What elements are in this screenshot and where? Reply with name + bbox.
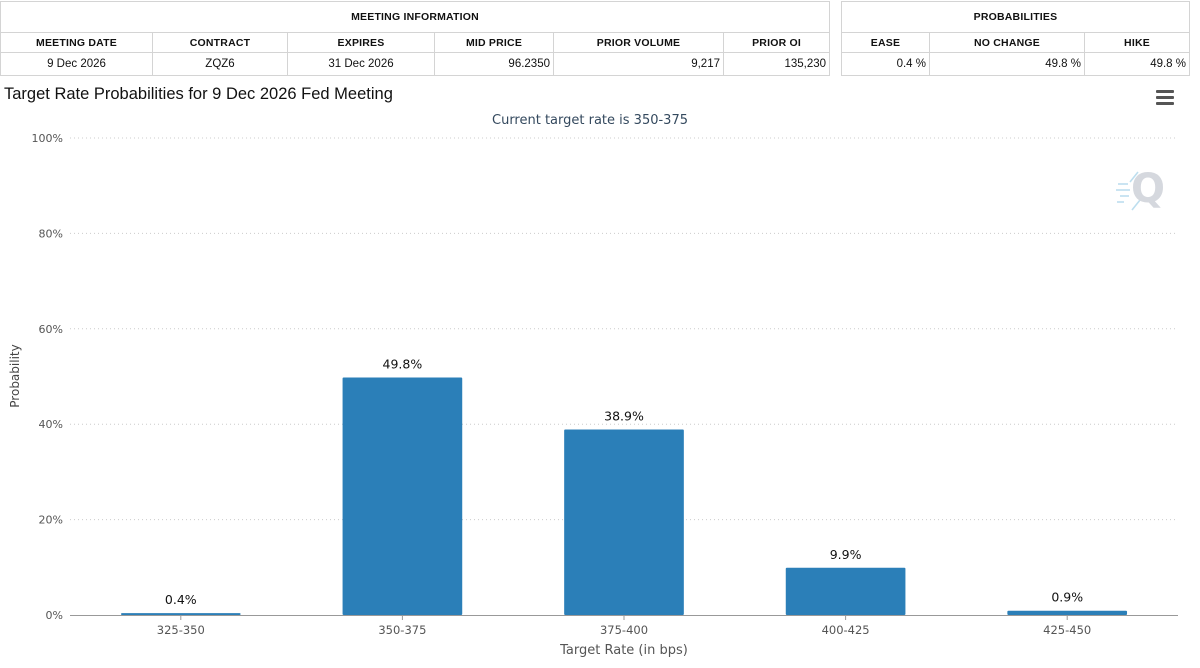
data-labels: 0.4% 49.8% 38.9% 9.9% 0.9% — [165, 356, 1083, 607]
data-label: 0.4% — [165, 592, 197, 607]
x-tick-label: 375-400 — [600, 623, 648, 637]
y-tick-label: 40% — [39, 418, 63, 431]
meeting-date-value: 9 Dec 2026 — [0, 52, 153, 76]
column-header-prior-volume: PRIOR VOLUME — [553, 32, 724, 53]
y-axis-ticks: 0% 20% 40% 60% 80% 100% — [32, 132, 63, 622]
x-axis-label: Target Rate (in bps) — [559, 643, 688, 658]
column-header-mid-price: MID PRICE — [434, 32, 554, 53]
q-logo-icon: Q — [1116, 166, 1165, 212]
chart-subtitle: Current target rate is 350-375 — [492, 113, 688, 128]
probabilities-header: PROBABILITIES — [841, 1, 1190, 33]
y-tick-label: 0% — [46, 609, 63, 622]
hike-value: 49.8 % — [1084, 52, 1190, 76]
logo-letter: Q — [1131, 166, 1165, 212]
column-header-contract: CONTRACT — [152, 32, 288, 53]
no-change-value: 49.8 % — [929, 52, 1085, 76]
contract-value: ZQZ6 — [152, 52, 288, 76]
hamburger-menu-icon[interactable] — [1154, 90, 1176, 108]
column-header-hike: HIKE — [1084, 32, 1190, 53]
data-label: 9.9% — [830, 547, 862, 562]
bar — [1007, 610, 1128, 615]
mid-price-value: 96.2350 — [434, 52, 554, 76]
data-label: 0.9% — [1051, 590, 1083, 605]
x-tick-label: 325-350 — [157, 623, 205, 637]
y-axis-label: Probability — [8, 344, 22, 407]
bars — [120, 377, 1128, 615]
expires-value: 31 Dec 2026 — [287, 52, 435, 76]
menu-line — [1156, 90, 1174, 93]
column-header-meeting-date: MEETING DATE — [0, 32, 153, 53]
x-axis-ticks: 325-350 350-375 375-400 400-425 425-450 — [157, 615, 1091, 637]
column-header-prior-oi: PRIOR OI — [722, 32, 831, 53]
column-header-no-change: NO CHANGE — [929, 32, 1085, 53]
y-tick-label: 80% — [39, 227, 63, 240]
x-tick-label: 350-375 — [378, 623, 426, 637]
data-label: 49.8% — [383, 356, 423, 371]
menu-line — [1156, 102, 1174, 105]
x-tick-label: 425-450 — [1043, 623, 1091, 637]
probability-bar-chart: Current target rate is 350-375 Q 0% 20% 40… — [8, 113, 1178, 658]
prior-oi-value: 135,230 — [722, 52, 831, 76]
column-header-expires: EXPIRES — [287, 32, 435, 53]
meeting-information-table: MEETING INFORMATION MEETING DATE CONTRAC… — [0, 1, 831, 76]
meeting-information-header: MEETING INFORMATION — [0, 1, 831, 33]
bar — [564, 429, 684, 615]
y-tick-label: 60% — [39, 323, 63, 336]
y-tick-label: 100% — [32, 132, 63, 145]
probabilities-table: PROBABILITIES EASE NO CHANGE HIKE 0.4 % … — [841, 1, 1190, 76]
column-header-ease: EASE — [841, 32, 930, 53]
menu-line — [1156, 96, 1174, 99]
bar — [785, 567, 906, 615]
bar — [120, 613, 241, 615]
y-tick-label: 20% — [39, 514, 63, 527]
bar — [342, 377, 463, 615]
ease-value: 0.4 % — [841, 52, 930, 76]
chart-title: Target Rate Probabilities for 9 Dec 2026… — [4, 85, 393, 103]
prior-volume-value: 9,217 — [553, 52, 724, 76]
data-label: 38.9% — [604, 408, 644, 423]
x-tick-label: 400-425 — [822, 623, 870, 637]
